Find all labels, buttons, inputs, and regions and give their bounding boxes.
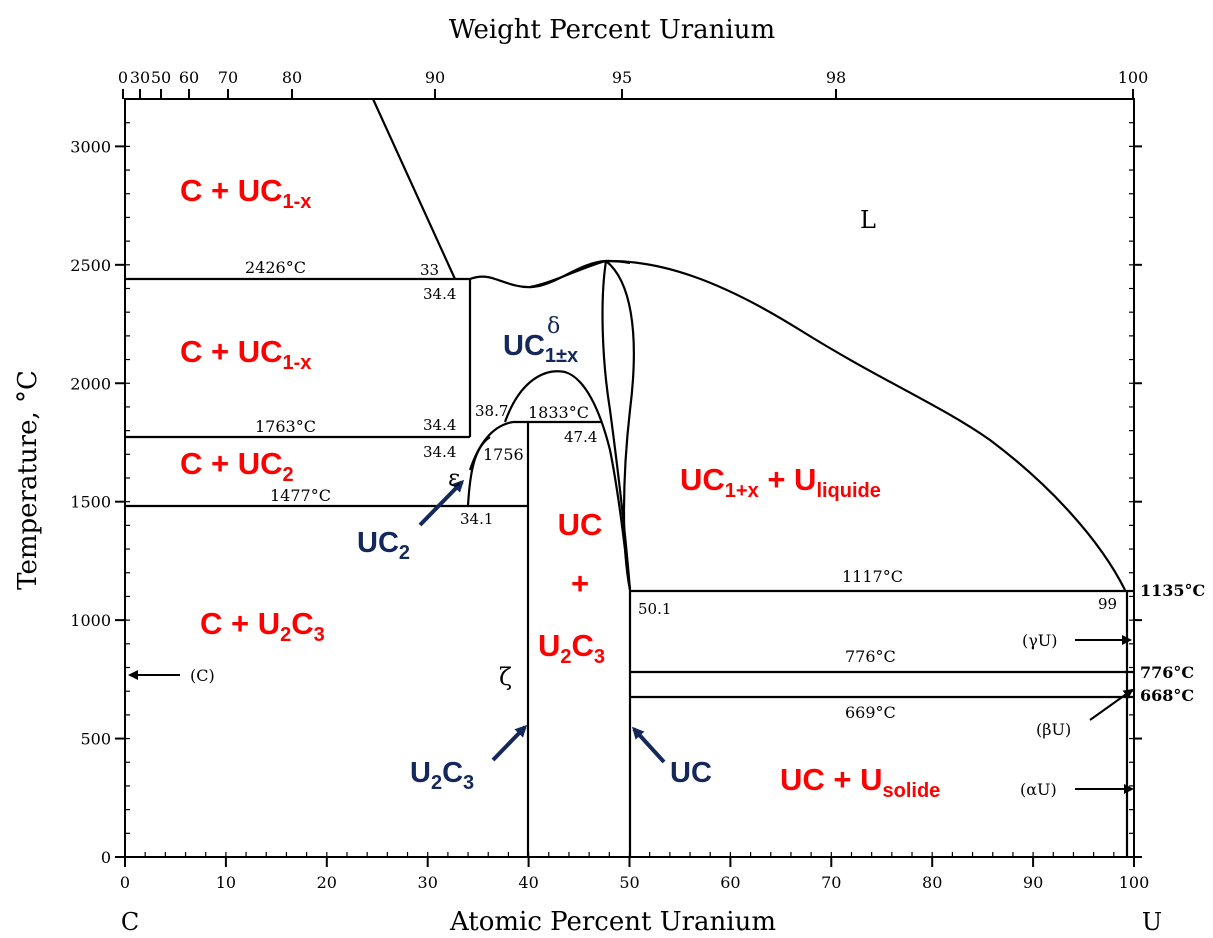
- phase-uc-delta-sup: δ: [547, 314, 560, 339]
- u2c3-arrow: [491, 724, 528, 762]
- phase-uc-delta: UC1±x: [503, 330, 578, 367]
- bottom-tick-label: 90: [1023, 873, 1043, 892]
- uc-dome: [503, 370, 632, 591]
- phase-uc: UC: [558, 507, 603, 542]
- top-tick-label: 100: [1118, 68, 1149, 87]
- left-tick-label: 3000: [70, 137, 111, 156]
- bottom-axis-title: Atomic Percent Uranium: [449, 907, 776, 937]
- top-tick-label: 98: [826, 68, 846, 87]
- beta-u-label: (βU): [1036, 720, 1071, 739]
- top-tick-label: 80: [282, 68, 302, 87]
- temp-2426: 2426°C: [245, 258, 306, 277]
- phase-c-uc2: C + UC2: [180, 446, 294, 486]
- left-tick-label: 2500: [70, 256, 111, 275]
- comp-47-4: 47.4: [564, 428, 597, 446]
- phase-u2c3-blue: U2C3: [410, 757, 474, 794]
- uc-arrow: [631, 726, 666, 764]
- bottom-tick-label: 40: [518, 873, 538, 892]
- comp-34-4-a: 34.4: [423, 285, 456, 303]
- liquidus-delta-left: [529, 259, 607, 289]
- carbon-label: (C): [190, 666, 215, 685]
- phase-uc2-blue: UC2: [357, 527, 410, 564]
- composition-labels: 33 34.4 34.4 34.4 38.7 47.4 34.1 50.1 99: [420, 261, 1117, 618]
- phase-uc1x-uliquid: UC1+x + Uliquide: [680, 462, 881, 502]
- top-tick-label: 95: [612, 68, 632, 87]
- bottom-tick-label: 0: [120, 873, 130, 892]
- zeta-label: ζ: [499, 663, 512, 691]
- top-tick-label: 70: [218, 68, 238, 87]
- comp-50-1: 50.1: [638, 600, 671, 618]
- bottom-tick-label: 100: [1119, 873, 1150, 892]
- temp-669: 669°C: [845, 703, 896, 722]
- bottom-tick-label: 70: [821, 873, 841, 892]
- right-temp-668: 668°C: [1140, 686, 1194, 705]
- phase-c-u2c3: C + U2C3: [200, 606, 325, 646]
- phase-u2c3-red: U2C3: [538, 628, 605, 668]
- left-tick-label: 2000: [70, 374, 111, 393]
- left-axis-ticks: 0 500 1000 1500 2000 2500 3000: [70, 137, 1142, 867]
- temp-1117: 1117°C: [842, 567, 903, 586]
- liquidus-carbon-side: [371, 98, 457, 280]
- phase-uc-blue: UC: [670, 757, 712, 789]
- beta-u-arrow: [1089, 688, 1134, 721]
- top-tick-label: 50: [151, 68, 171, 87]
- bottom-tick-label: 30: [418, 873, 438, 892]
- uc2-upper-curve: [468, 420, 514, 471]
- bottom-tick-label: 80: [922, 873, 942, 892]
- temperature-labels: 2426°C 1763°C 1477°C 1833°C 1756 1117°C …: [245, 258, 903, 722]
- temp-1756: 1756: [483, 445, 524, 464]
- right-temp-776: 776°C: [1140, 663, 1194, 682]
- comp-34-1: 34.1: [460, 510, 493, 528]
- bottom-axis-ticks: 0 10 20 30 40 50 60 70 80 90 100: [120, 857, 1149, 892]
- top-tick-label: 30: [130, 68, 150, 87]
- delta-solidus-right: [605, 260, 635, 591]
- left-tick-label: 1000: [70, 611, 111, 630]
- right-end-label: U: [1142, 908, 1162, 936]
- temp-1763: 1763°C: [255, 417, 316, 436]
- temp-776: 776°C: [845, 647, 896, 666]
- epsilon-label: ε: [448, 464, 460, 492]
- phase-boundaries: [125, 98, 1134, 857]
- bottom-tick-label: 60: [720, 873, 740, 892]
- comp-33: 33: [420, 261, 439, 279]
- comp-34-4-b: 34.4: [423, 416, 456, 434]
- comp-34-4-c: 34.4: [423, 443, 456, 461]
- phase-c-uc1x-top: C + UC1-x: [180, 173, 311, 213]
- temp-1477: 1477°C: [270, 486, 331, 505]
- left-tick-label: 1500: [70, 493, 111, 512]
- uc2-arrow: [418, 479, 465, 527]
- left-end-label: C: [121, 908, 139, 936]
- right-temperatures: 1135°C 776°C 668°C: [1140, 581, 1205, 705]
- top-tick-label: 60: [179, 68, 199, 87]
- phase-plus: +: [571, 566, 589, 601]
- comp-99: 99: [1098, 595, 1117, 613]
- left-tick-label: 0: [101, 848, 111, 867]
- left-axis-title: Temperature, °C: [13, 370, 43, 590]
- annotation-arrows: [128, 479, 1134, 794]
- bottom-tick-label: 50: [619, 873, 639, 892]
- phase-uc-usolid: UC + Usolide: [780, 762, 940, 802]
- phase-labels-blue: UC1±x δ UC2 U2C3 UC: [357, 314, 712, 794]
- top-tick-label: 0: [118, 68, 128, 87]
- right-temp-1135: 1135°C: [1140, 581, 1205, 600]
- alpha-u-label: (αU): [1020, 780, 1057, 799]
- top-tick-label: 90: [425, 68, 445, 87]
- liquid-label: L: [860, 206, 876, 234]
- temp-1833: 1833°C: [528, 403, 589, 422]
- bottom-tick-label: 10: [216, 873, 236, 892]
- left-tick-label: 500: [80, 730, 111, 749]
- top-axis-title: Weight Percent Uranium: [449, 15, 775, 45]
- phase-labels-red: C + UC1-x C + UC1-x C + UC2 C + U2C3 UC …: [180, 173, 940, 802]
- allotrope-labels: (γU) (βU) (αU) (C): [190, 631, 1071, 799]
- delta-solvus-right: [601, 260, 632, 591]
- gamma-u-label: (γU): [1022, 631, 1058, 650]
- phase-c-uc1x-mid: C + UC1-x: [180, 334, 311, 374]
- top-axis-ticks: 0 30 50 60 70 80 90 95 98 100: [118, 68, 1148, 99]
- comp-38-7: 38.7: [475, 402, 508, 420]
- liquidus-uranium-side: [605, 259, 1126, 591]
- bottom-tick-label: 20: [317, 873, 337, 892]
